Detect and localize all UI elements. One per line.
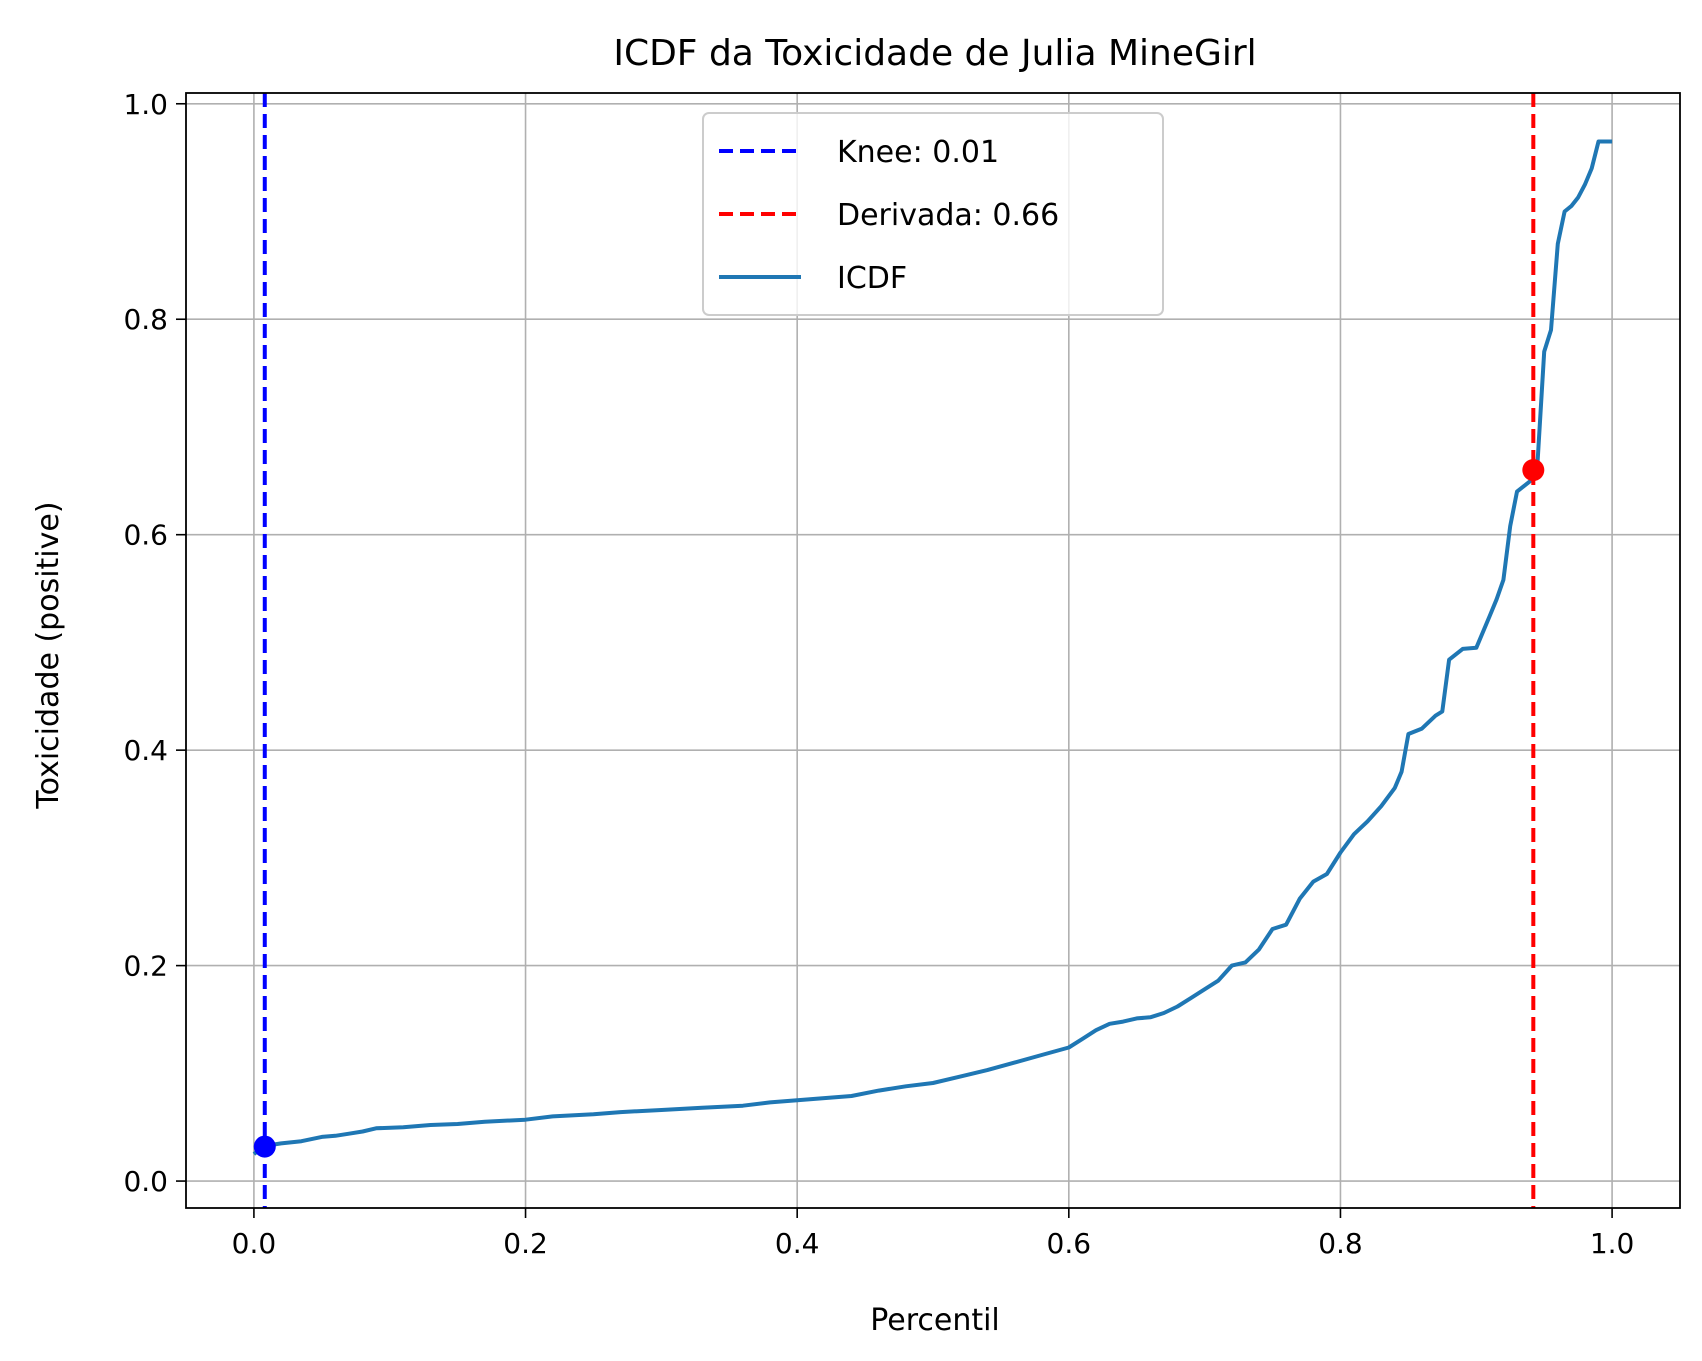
legend-entry-label: Derivada: 0.66 [837, 198, 1059, 233]
x-axis-label: Percentil [870, 1303, 1000, 1338]
legend-entry-label: ICDF [837, 261, 907, 296]
x-tick-label: 0.8 [1318, 1227, 1363, 1260]
y-tick-label: 0.8 [123, 303, 168, 336]
chart-title: ICDF da Toxicidade de Julia MineGirl [613, 33, 1256, 74]
y-tick-label: 0.2 [123, 950, 168, 983]
x-tick-label: 0.4 [775, 1227, 820, 1260]
y-tick-label: 0.4 [123, 734, 168, 767]
legend-box [702, 112, 1164, 316]
axes-frame [185, 92, 1681, 1209]
y-tick-label: 1.0 [123, 88, 168, 121]
x-tick-label: 1.0 [1590, 1227, 1635, 1260]
y-tick-label: 0.6 [123, 519, 168, 552]
plot-area [252, 93, 1613, 1208]
x-tick-label: 0.2 [503, 1227, 548, 1260]
point-marker [1522, 459, 1545, 482]
icdf-series-line [252, 139, 1613, 1156]
legend: Knee: 0.01 Derivada: 0.66 ICDF [702, 112, 1164, 316]
y-tick-label: 0.0 [123, 1165, 168, 1198]
y-axis-label: Toxicidade (positive) [31, 501, 66, 809]
x-tick-label: 0.6 [1047, 1227, 1092, 1260]
legend-entry-label: Knee: 0.01 [837, 135, 999, 170]
point-marker [253, 1135, 276, 1158]
x-tick-label: 0.0 [232, 1227, 277, 1260]
axis-ticks: 0.0 0.2 0.4 0.6 0.8 1.0 0.0 0.2 0.4 0.6 0.8 1.0 [123, 88, 1634, 1260]
